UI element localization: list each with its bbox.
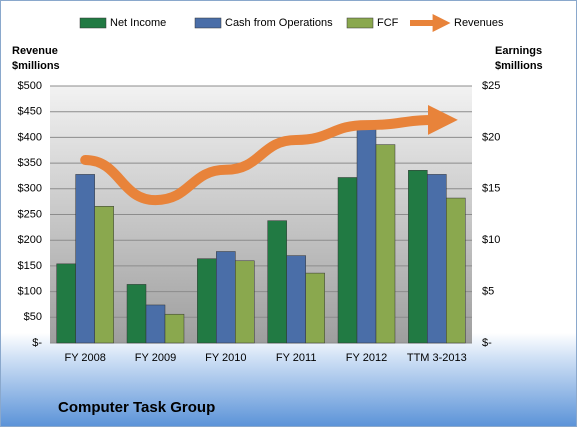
x-tick-label: FY 2009: [135, 352, 176, 364]
legend-label: Revenues: [454, 17, 504, 29]
bar: [75, 174, 95, 344]
y2-axis-label: Earnings: [495, 45, 542, 57]
bar: [145, 304, 166, 344]
legend-label: Cash from Operations: [225, 17, 333, 29]
bar: [375, 144, 396, 344]
bar: [408, 170, 428, 344]
y-tick-label: $300: [18, 183, 42, 195]
x-tick-label: FY 2008: [64, 352, 105, 364]
x-tick-label: FY 2010: [205, 352, 246, 364]
y2-tick-label: $15: [482, 183, 500, 195]
bar: [427, 174, 447, 344]
y-tick-label: $500: [18, 80, 42, 92]
bar: [235, 260, 255, 344]
y2-tick-label: $20: [482, 131, 500, 143]
y-tick-label: $150: [18, 260, 42, 272]
y2-tick-label: $5: [482, 286, 494, 298]
legend-label: FCF: [377, 17, 399, 29]
y-axis-label: $millions: [12, 60, 60, 72]
legend-swatch: [79, 17, 107, 29]
y-tick-label: $-: [32, 337, 42, 349]
y2-tick-label: $25: [482, 80, 500, 92]
bar: [337, 177, 358, 344]
x-tick-label: FY 2011: [276, 352, 317, 364]
y-tick-label: $250: [18, 208, 42, 220]
bar: [356, 125, 377, 344]
bar: [216, 251, 236, 344]
bar: [164, 313, 185, 344]
bar: [446, 197, 466, 344]
y-tick-label: $450: [18, 106, 42, 118]
legend-swatch: [346, 17, 374, 29]
y-tick-label: $350: [18, 157, 42, 169]
y2-axis-label: $millions: [495, 60, 543, 72]
x-tick-label: TTM 3-2013: [407, 352, 467, 364]
bar: [305, 272, 325, 344]
bar: [94, 206, 114, 344]
y-tick-label: $100: [18, 286, 42, 298]
bar: [126, 284, 147, 344]
bar: [286, 255, 306, 344]
x-tick-label: FY 2012: [346, 352, 387, 364]
bar: [197, 258, 217, 344]
y-tick-label: $200: [18, 234, 42, 246]
legend-swatch: [194, 17, 222, 29]
line: [80, 104, 458, 206]
y-axis-label: Revenue: [12, 45, 58, 57]
y2-tick-label: $-: [482, 337, 492, 349]
y2-tick-label: $10: [482, 234, 500, 246]
y-tick-label: $50: [24, 311, 42, 323]
bar: [56, 263, 76, 344]
chart-title: Computer Task Group: [58, 399, 215, 416]
legend-label: Net Income: [110, 17, 166, 29]
bar: [267, 220, 287, 344]
y-tick-label: $400: [18, 131, 42, 143]
